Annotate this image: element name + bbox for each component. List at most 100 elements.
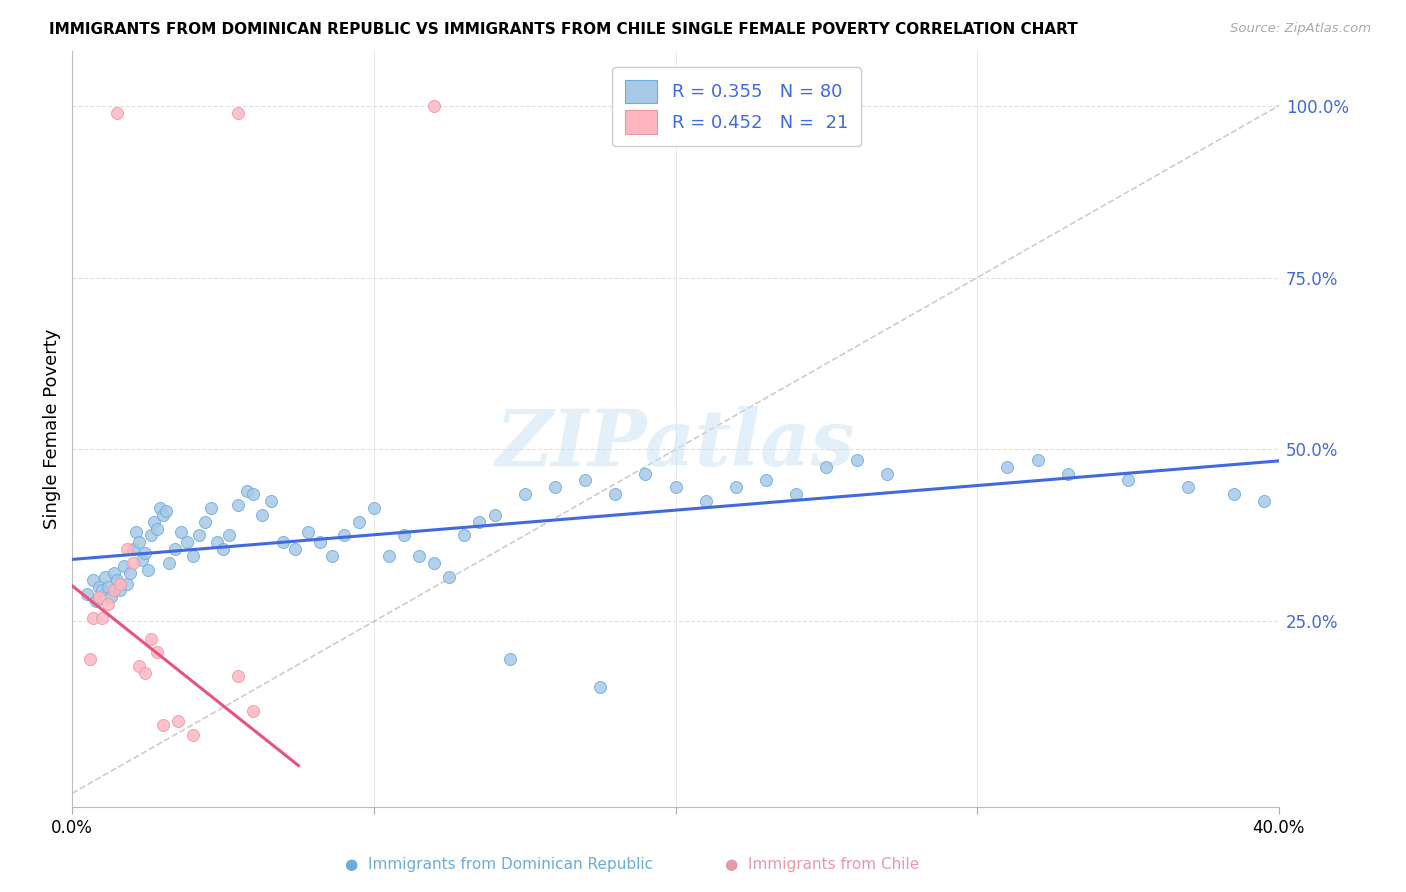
Point (115, 576, 138, 591)
Point (200, 500, 222, 515)
Point (226, 498, 249, 512)
Point (152, 508, 174, 522)
Point (107, 105, 129, 120)
Point (408, 549, 430, 563)
Point (273, 535, 295, 549)
Point (128, 659, 150, 673)
Point (139, 632, 162, 646)
Point (142, 515, 165, 529)
Point (166, 714, 188, 728)
Point (589, 680, 612, 694)
Point (755, 474, 778, 488)
Point (453, 528, 475, 542)
Point (110, 576, 132, 591)
Point (724, 480, 747, 494)
Point (134, 665, 156, 680)
Point (423, 556, 446, 570)
Point (79, 652, 101, 666)
Point (995, 459, 1018, 474)
Point (112, 559, 135, 574)
Point (121, 556, 143, 570)
Point (103, 583, 125, 598)
Point (131, 552, 153, 566)
Text: ZIPatlas: ZIPatlas (496, 406, 855, 483)
Y-axis label: Single Female Poverty: Single Female Poverty (44, 328, 60, 529)
Point (392, 528, 415, 542)
Point (124, 524, 146, 539)
Point (103, 566, 125, 581)
Point (605, 487, 627, 501)
Point (100, 591, 122, 605)
Point (363, 500, 385, 515)
Point (308, 535, 330, 549)
Point (513, 487, 536, 501)
Point (218, 528, 240, 542)
Point (785, 487, 807, 501)
Point (145, 645, 167, 659)
Point (82, 573, 104, 587)
Point (121, 542, 143, 557)
Point (378, 549, 401, 563)
Point (332, 528, 354, 542)
Point (181, 549, 204, 563)
Point (1177, 480, 1199, 494)
Point (134, 546, 156, 560)
Point (97, 580, 120, 594)
Point (157, 556, 180, 570)
Point (91, 583, 114, 598)
Point (347, 515, 370, 529)
Point (128, 535, 150, 549)
Point (149, 500, 172, 515)
Legend: R = 0.355   N = 80, R = 0.452   N =  21: R = 0.355 N = 80, R = 0.452 N = 21 (612, 67, 860, 146)
Text: IMMIGRANTS FROM DOMINICAN REPUBLIC VS IMMIGRANTS FROM CHILE SINGLE FEMALE POVERT: IMMIGRANTS FROM DOMINICAN REPUBLIC VS IM… (49, 22, 1078, 37)
Point (1026, 452, 1049, 467)
Point (212, 542, 235, 557)
Point (695, 494, 717, 508)
Point (176, 535, 198, 549)
Point (155, 504, 177, 518)
Point (1222, 487, 1244, 501)
Point (284, 542, 307, 557)
Point (170, 524, 193, 539)
Point (226, 669, 249, 683)
Point (260, 494, 283, 508)
Point (1116, 474, 1139, 488)
Point (110, 583, 132, 598)
Point (89, 580, 111, 594)
Point (187, 528, 209, 542)
Point (252, 508, 274, 522)
Point (574, 474, 596, 488)
Point (1056, 467, 1078, 481)
Point (423, 98, 446, 112)
Point (498, 652, 520, 666)
Point (194, 515, 217, 529)
Point (544, 480, 567, 494)
Point (115, 542, 138, 557)
Point (321, 549, 343, 563)
Point (163, 542, 186, 557)
Point (145, 522, 167, 536)
Point (118, 566, 141, 581)
Point (845, 452, 868, 467)
Point (139, 528, 162, 542)
Point (107, 573, 129, 587)
Point (484, 508, 506, 522)
Point (91, 611, 114, 625)
Point (152, 717, 174, 731)
Point (86, 594, 108, 608)
Point (226, 105, 249, 120)
Point (89, 591, 111, 605)
Point (876, 467, 898, 481)
Point (664, 480, 686, 494)
Point (815, 459, 838, 474)
Text: ●  Immigrants from Dominican Republic: ● Immigrants from Dominican Republic (344, 857, 654, 872)
Point (97, 597, 120, 611)
Point (181, 728, 204, 742)
Point (297, 524, 319, 539)
Point (439, 570, 461, 584)
Point (634, 467, 657, 481)
Text: Source: ZipAtlas.com: Source: ZipAtlas.com (1230, 22, 1371, 36)
Point (242, 487, 264, 501)
Point (468, 515, 491, 529)
Text: ●  Immigrants from Chile: ● Immigrants from Chile (725, 857, 920, 872)
